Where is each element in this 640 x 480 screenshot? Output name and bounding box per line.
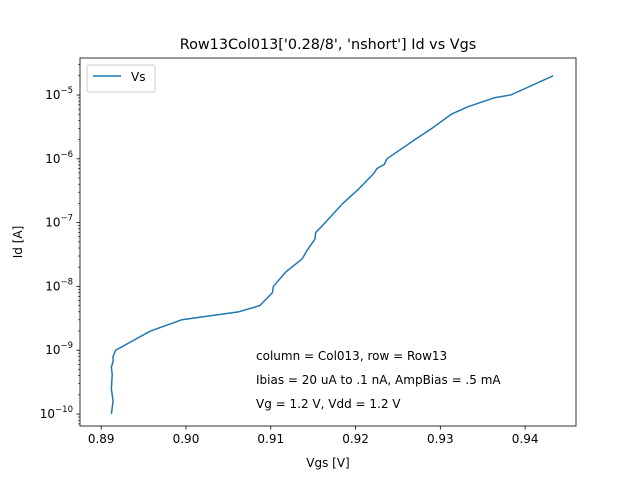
axis-ticks: 0.89 0.90 0.91 0.92 0.93 0.94 10−10 10−9 10−8 10−… [40,64,539,446]
annotation-line-3: Vg = 1.2 V, Vdd = 1.2 V [256,397,401,411]
annotation-line-2: Ibias = 20 uA to .1 nA, AmpBias = .5 mA [256,373,501,387]
y-tick-label: 10−10 [40,405,73,421]
legend-box [86,64,156,93]
y-axis-label: Id [A] [11,226,25,259]
legend: Vs [86,64,156,93]
x-tick-label: 0.92 [342,432,369,446]
y-tick-label: 10−8 [45,277,73,293]
legend-label-vs: Vs [131,70,145,84]
y-tick-label: 10−7 [45,214,73,230]
x-tick-label: 0.89 [88,432,115,446]
y-tick-label: 10−5 [45,86,73,102]
axes-frame [79,57,577,427]
x-tick-label: 0.91 [257,432,284,446]
x-tick-label: 0.93 [427,432,454,446]
y-tick-label: 10−6 [45,150,73,166]
x-tick-label: 0.94 [512,432,539,446]
plot-area [110,75,554,415]
chart-title: Row13Col013['0.28/8', 'nshort'] Id vs Vg… [180,37,477,53]
y-tick-label: 10−9 [45,341,73,357]
x-axis-label: Vgs [V] [306,456,349,470]
x-tick-label: 0.90 [173,432,200,446]
series-line-vs [110,75,554,415]
annotation-line-1: column = Col013, row = Row13 [256,349,447,363]
